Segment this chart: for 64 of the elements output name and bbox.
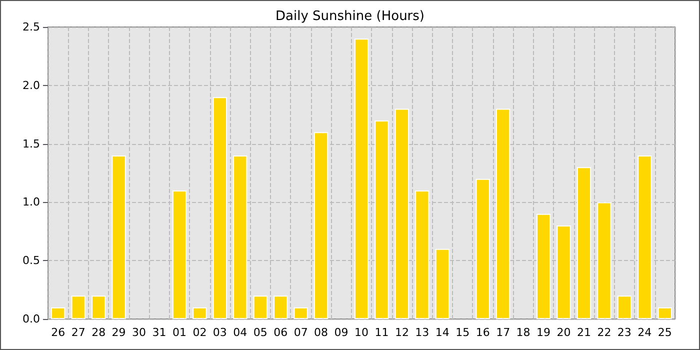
y-tick-label: 1.0 <box>22 196 40 209</box>
x-tick-label: 14 <box>435 326 450 339</box>
x-tick-label: 09 <box>334 326 348 339</box>
x-tick-label: 06 <box>274 326 288 339</box>
bar <box>212 97 227 319</box>
x-tick-label: 25 <box>658 326 672 339</box>
x-tick-label: 13 <box>415 326 430 339</box>
x-tick-label: 05 <box>253 326 268 339</box>
bar <box>253 296 268 319</box>
x-tick-label: 07 <box>294 326 308 339</box>
bar <box>112 155 126 319</box>
x-tick-label: 27 <box>71 326 86 339</box>
x-tick-label: 16 <box>476 326 490 339</box>
y-tick-label: 1.5 <box>22 137 40 150</box>
x-tick-label: 11 <box>374 326 389 339</box>
bar <box>476 178 490 319</box>
bar <box>314 132 328 319</box>
bar <box>91 296 106 319</box>
x-tick-label: 23 <box>617 326 632 339</box>
bar <box>354 38 369 319</box>
x-tick-label: 18 <box>516 326 530 339</box>
bar <box>496 108 510 319</box>
x-tick-label: 29 <box>112 326 126 339</box>
x-tick-label: 22 <box>597 326 612 339</box>
bar <box>172 190 187 319</box>
y-tick-label: 2.5 <box>22 20 40 34</box>
x-tick-label: 08 <box>314 326 328 339</box>
bar <box>192 307 207 319</box>
x-tick-label: 20 <box>556 326 571 339</box>
x-tick-label: 10 <box>354 326 368 339</box>
x-tick-label: 21 <box>576 326 591 339</box>
x-tick-label: 26 <box>51 326 66 339</box>
bar <box>556 226 571 319</box>
bar <box>415 190 430 319</box>
x-tick-label: 30 <box>132 326 146 339</box>
x-tick-label: 19 <box>536 326 551 339</box>
x-tick-label: 31 <box>152 326 166 339</box>
bar <box>617 296 632 319</box>
bar <box>638 155 652 319</box>
bar <box>233 155 248 319</box>
bar <box>374 120 389 319</box>
bar <box>294 307 308 319</box>
x-tick-label: 15 <box>456 326 470 339</box>
y-tick-label: 0.5 <box>22 254 40 268</box>
x-tick-label: 12 <box>394 326 409 339</box>
x-tick-label: 03 <box>212 326 227 339</box>
bar <box>274 296 288 319</box>
bar <box>435 248 450 319</box>
x-tick-label: 28 <box>92 326 106 339</box>
bar <box>394 108 410 319</box>
y-tick-label: 0.0 <box>22 312 40 326</box>
bar <box>597 202 612 319</box>
chart-title: Daily Sunshine (Hours) <box>276 9 424 24</box>
bar <box>51 307 66 319</box>
x-tick-label: 24 <box>638 326 652 339</box>
bar <box>536 214 551 319</box>
bar <box>658 307 672 319</box>
bar <box>71 296 86 319</box>
x-tick-label: 17 <box>496 326 510 339</box>
bar <box>576 167 592 319</box>
x-tick-label: 01 <box>172 326 186 339</box>
x-tick-label: 04 <box>233 326 248 339</box>
y-tick-label: 2.0 <box>22 78 40 92</box>
x-tick-label: 02 <box>192 326 207 339</box>
